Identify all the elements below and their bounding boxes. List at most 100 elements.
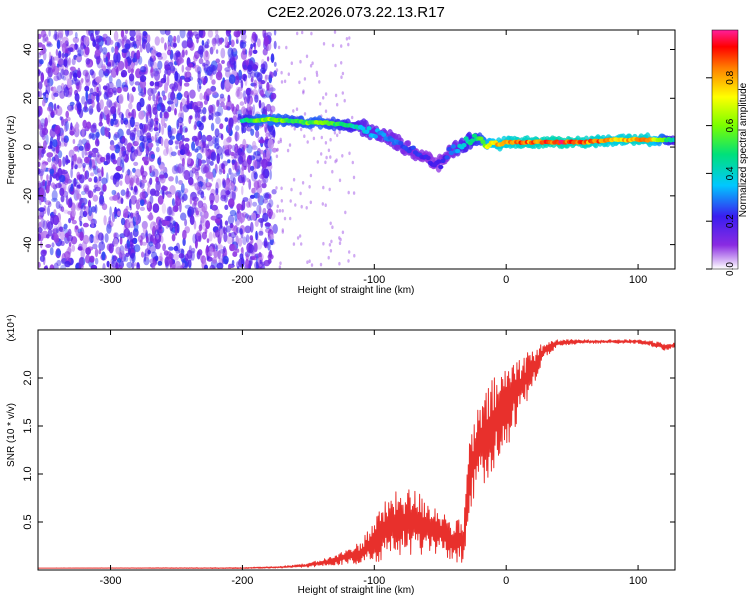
spectrogram-noise-blob (63, 58, 68, 67)
spectrogram-noise-blob (235, 35, 239, 44)
spectrogram-noise-blob (147, 199, 150, 209)
spectrogram-noise-blob (227, 263, 232, 269)
spectrogram-noise-blob (53, 209, 57, 216)
spectrogram-noise-blob (206, 38, 210, 45)
spectrogram-noise-blob (115, 78, 122, 89)
spectrogram-noise-blob (41, 148, 46, 154)
spectrogram-noise-blob (246, 214, 251, 222)
spectrogram-noise-blob (38, 52, 42, 59)
spectrogram-noise-blob (128, 221, 135, 229)
spectrogram-noise-blob (259, 89, 264, 97)
spectrogram-noise-blob (327, 255, 330, 260)
colorbar-ticks: 0.0 0.2 0.4 0.6 0.8 (706, 70, 736, 276)
spectrogram-noise-blob (238, 69, 243, 81)
spectrogram-noise-blob (198, 122, 204, 131)
spectrogram-noise-blob (80, 158, 83, 164)
spectrogram-noise-blob (119, 266, 123, 269)
spectrogram-noise-blob (98, 241, 106, 251)
spectrogram-ridge-point (450, 144, 456, 149)
spectrogram-noise-blob (240, 174, 247, 183)
spectrogram-x-tick-label: -200 (231, 274, 253, 286)
spectrogram-noise-blob (255, 230, 258, 241)
spectrogram-noise-blob (338, 241, 342, 245)
spectrogram-ridge-point (455, 148, 461, 154)
spectrogram-noise-blob (271, 147, 277, 153)
spectrogram-noise-blob (43, 197, 47, 203)
spectrogram-noise-blob (43, 205, 47, 215)
spectrogram-noise-blob (269, 71, 274, 79)
spectrogram-noise-blob (88, 105, 94, 115)
spectrogram-noise-blob (251, 140, 257, 149)
spectrogram-noise-blob (195, 172, 200, 178)
spectrogram-noise-blob (90, 32, 95, 42)
spectrogram-noise-blob (215, 116, 221, 125)
spectrogram-noise-blob (68, 242, 72, 247)
spectrogram-y-tick-label: 20 (22, 92, 34, 104)
spectrogram-noise-blob (42, 163, 47, 172)
spectrogram-noise-blob (222, 169, 226, 175)
spectrogram-noise-blob (227, 47, 234, 58)
spectrogram-noise-blob (60, 132, 65, 142)
spectrogram-noise-blob (191, 167, 196, 174)
spectrogram-noise-blob (243, 59, 249, 68)
spectrogram-noise-blob (143, 160, 149, 166)
spectrogram-noise-blob (132, 140, 139, 147)
spectrogram-noise-blob (41, 44, 46, 55)
spectrogram-noise-blob (79, 210, 85, 218)
spectrogram-noise-blob (273, 70, 278, 77)
spectrogram-noise-blob (268, 87, 276, 92)
spectrogram-noise-blob (324, 92, 328, 96)
spectrogram-noise-blob (239, 101, 245, 106)
spectrogram-noise-blob (132, 167, 136, 173)
spectrogram-noise-blob (227, 189, 230, 198)
spectrogram-noise-blob (60, 230, 65, 241)
spectrogram-noise-blob (309, 200, 312, 205)
spectrogram-noise-blob (157, 260, 163, 266)
spectrogram-noise-blob (275, 148, 279, 152)
spectrogram-noise-blob (149, 165, 152, 174)
spectrogram-noise-blob (160, 37, 165, 44)
spectrogram-noise-blob (210, 122, 215, 132)
colorbar-tick-label: 0.0 (725, 262, 736, 276)
spectrogram-noise-blob (134, 81, 140, 86)
spectrogram-noise-blob (99, 156, 106, 163)
spectrogram-noise-blob (268, 193, 272, 200)
spectrogram-noise-blob (195, 101, 203, 107)
spectrogram-noise-blob (101, 203, 108, 211)
spectrogram-noise-blob (242, 61, 247, 69)
spectrogram-noise-blob (219, 228, 223, 239)
spectrogram-noise-blob (192, 31, 199, 36)
spectrogram-noise-blob (85, 79, 91, 87)
spectrogram-noise-blob (230, 39, 235, 48)
spectrogram-noise-blob (51, 109, 54, 117)
colorbar-gradient (711, 29, 739, 270)
spectrogram-noise-blob (56, 39, 61, 49)
spectrogram-noise-blob (187, 157, 192, 165)
spectrogram-noise-blob (99, 194, 105, 205)
spectrogram-noise-blob (318, 80, 321, 84)
spectrogram-noise-blob (244, 77, 248, 87)
spectrogram-noise-blob (132, 175, 140, 184)
spectrogram-noise-blob (279, 139, 282, 144)
spectrogram-noise-blob (50, 214, 54, 226)
spectrogram-noise-blob (276, 209, 279, 213)
spectrogram-noise-blob (174, 140, 179, 145)
spectrogram-noise-blob (46, 43, 53, 48)
spectrogram-noise-blob (235, 235, 239, 246)
spectrogram-noise-blob (75, 225, 79, 230)
spectrogram-noise-blob (72, 139, 76, 144)
spectrogram-noise-blob (281, 230, 284, 234)
spectrogram-noise-blob (176, 265, 182, 269)
spectrogram-noise-blob (147, 34, 151, 43)
spectrogram-noise-blob (113, 52, 118, 63)
spectrogram-noise-blob (77, 49, 84, 57)
spectrogram-noise-blob (149, 81, 155, 87)
spectrogram-noise-blob (292, 242, 296, 246)
spectrogram-noise-blob (71, 155, 75, 166)
spectrogram-noise-blob (140, 127, 145, 137)
spectrogram-noise-blob (184, 77, 191, 83)
spectrogram-noise-blob (290, 61, 293, 65)
spectrogram-noise-blob (95, 76, 102, 83)
spectrogram-noise-blob (215, 188, 219, 196)
spectrogram-noise-blob (68, 57, 71, 66)
